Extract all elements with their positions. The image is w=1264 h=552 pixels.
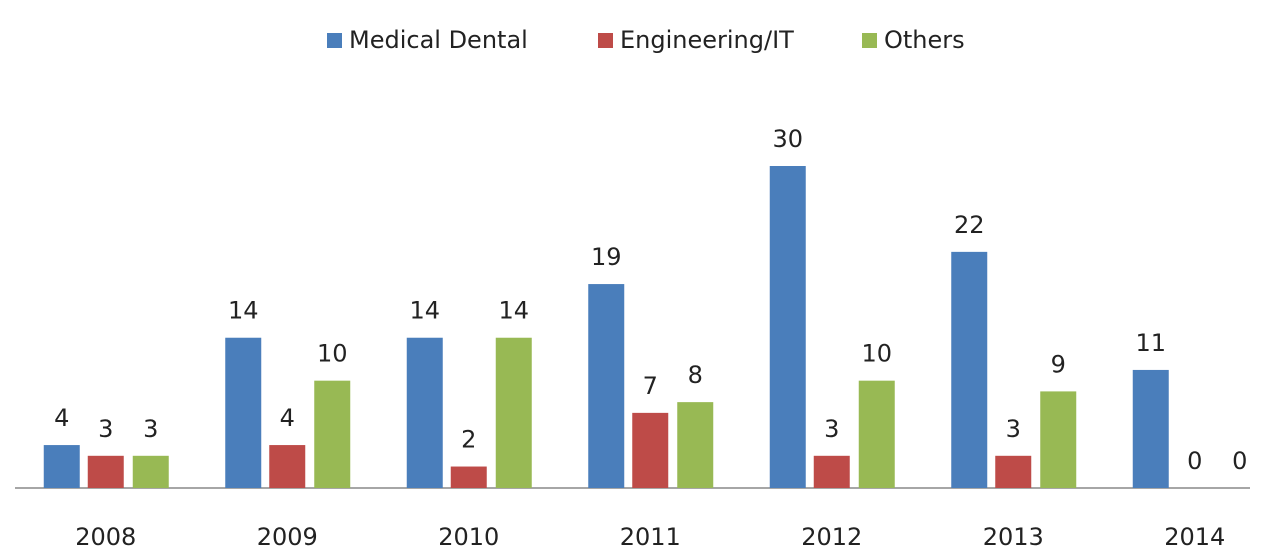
bar	[588, 284, 625, 488]
data-label: 14	[228, 297, 259, 325]
data-label: 0	[1232, 447, 1247, 475]
data-label: 3	[143, 415, 158, 443]
bar	[43, 445, 80, 488]
legend-label: Others	[884, 26, 965, 54]
data-label: 19	[591, 243, 622, 271]
data-label: 11	[1135, 329, 1166, 357]
bar	[813, 455, 850, 488]
x-tick-label: 2012	[801, 523, 862, 551]
data-label: 3	[98, 415, 113, 443]
data-label: 4	[54, 404, 69, 432]
bar	[995, 455, 1032, 488]
legend-swatch	[862, 33, 877, 48]
data-label: 14	[409, 297, 440, 325]
bar	[406, 337, 443, 488]
data-label: 22	[954, 211, 985, 239]
bar	[225, 337, 262, 488]
x-tick-label: 2014	[1164, 523, 1225, 551]
data-label: 30	[772, 125, 803, 153]
bar	[314, 380, 351, 488]
bar	[1132, 369, 1169, 488]
legend-label: Engineering/IT	[620, 26, 794, 54]
bar	[677, 402, 714, 488]
bar	[1040, 391, 1077, 488]
data-label: 3	[824, 415, 839, 443]
x-tick-label: 2013	[983, 523, 1044, 551]
data-label: 2	[461, 426, 476, 454]
x-tick-label: 2010	[438, 523, 499, 551]
data-label: 7	[643, 372, 658, 400]
bar	[269, 445, 306, 488]
legend-swatch	[598, 33, 613, 48]
bar	[132, 455, 169, 488]
x-tick-label: 2009	[257, 523, 318, 551]
data-label: 3	[1006, 415, 1021, 443]
bar	[450, 466, 487, 488]
data-label: 10	[317, 340, 348, 368]
bar	[87, 455, 124, 488]
bar	[951, 251, 988, 488]
data-label: 14	[498, 297, 529, 325]
legend-label: Medical Dental	[349, 26, 528, 54]
data-label: 4	[280, 404, 295, 432]
bar	[632, 412, 669, 488]
bar	[769, 166, 806, 488]
legend-swatch	[327, 33, 342, 48]
data-label: 0	[1187, 447, 1202, 475]
data-label: 9	[1051, 350, 1066, 378]
data-label: 8	[688, 361, 703, 389]
bar	[858, 380, 895, 488]
bar	[495, 337, 532, 488]
x-tick-label: 2008	[75, 523, 136, 551]
data-label: 10	[861, 340, 892, 368]
x-tick-label: 2011	[620, 523, 681, 551]
